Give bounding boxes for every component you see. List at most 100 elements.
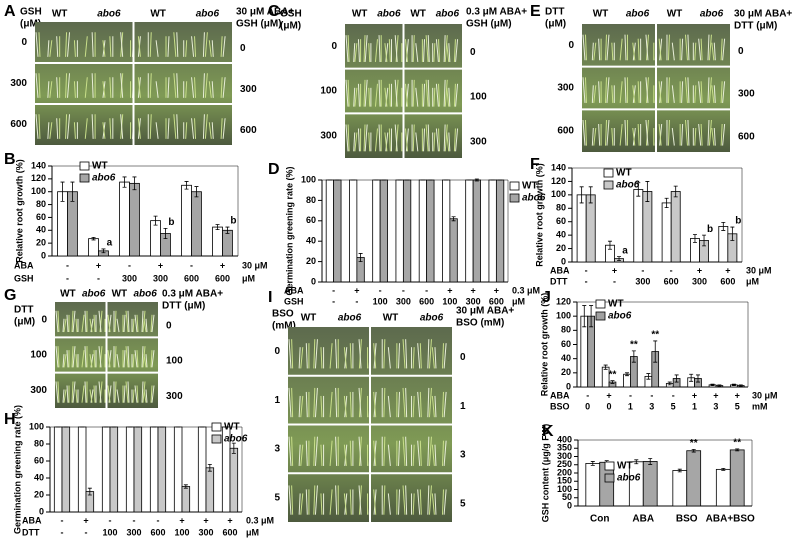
seedling [402, 339, 406, 369]
seedling [220, 36, 223, 57]
seedling [345, 79, 349, 107]
seedling [47, 122, 50, 139]
seedling [38, 114, 41, 139]
bar [488, 179, 497, 283]
seedling [81, 350, 85, 368]
seedling [443, 343, 447, 369]
seedling [606, 119, 610, 146]
seedling [433, 43, 436, 62]
seedling [345, 124, 349, 152]
panel-letter: C [268, 3, 280, 20]
seedling [120, 114, 124, 139]
bar [349, 179, 358, 283]
seedling [149, 114, 152, 139]
seedling [624, 77, 627, 103]
seedling [123, 314, 126, 333]
seedling [591, 42, 594, 61]
seedling [329, 489, 333, 515]
condition-value: 600 [222, 527, 237, 537]
column-label: WT [60, 289, 76, 300]
condition-value: + [227, 515, 232, 525]
panel-letter: A [4, 3, 16, 20]
treatment-title: GSH (μM) [466, 19, 512, 30]
seedling [57, 310, 60, 333]
seedling [373, 391, 377, 418]
y-tick-label: 80 [556, 203, 566, 213]
legend-label: WT [522, 181, 538, 192]
seedling [300, 395, 304, 418]
error-bar [691, 449, 696, 453]
seedling [645, 119, 649, 146]
condition-value: 3 [713, 401, 718, 411]
condition-value: 5 [671, 401, 676, 411]
y-tick-label: 20 [36, 238, 46, 248]
error-bar [664, 197, 669, 209]
column-label: abo6 [700, 9, 724, 20]
seedling [412, 35, 415, 62]
condition-value: + [612, 265, 617, 275]
bar [181, 184, 192, 257]
seedling [211, 122, 214, 139]
bar [125, 426, 135, 513]
seedling [398, 343, 401, 369]
condition-value: 0 [585, 401, 590, 411]
error-bar [60, 181, 65, 202]
seedling [645, 119, 649, 146]
seedling [67, 32, 71, 57]
seedling [441, 391, 444, 418]
legend-swatch [79, 161, 90, 171]
error-bar [474, 178, 479, 182]
seedling [35, 114, 39, 139]
row-label: 0 [166, 320, 172, 331]
seedling [211, 40, 214, 57]
y-tick-label: 60 [561, 339, 571, 349]
bar [197, 426, 207, 513]
y-tick-label: 350 [557, 443, 572, 453]
seedling [345, 35, 349, 63]
seedling [658, 123, 662, 146]
y-axis-title: Germination greening rate (%) [284, 166, 294, 295]
bar [333, 179, 342, 283]
y-tick-label: 80 [561, 325, 571, 335]
condition-value: 600 [184, 273, 199, 283]
condition-value: + [725, 265, 730, 275]
treatment-title: 30 μM ABA+ [734, 9, 792, 20]
seedling [708, 77, 712, 103]
seedling [405, 485, 408, 515]
seedling [116, 389, 120, 403]
condition-value: - [672, 390, 675, 400]
seedling [632, 42, 636, 61]
seedling [444, 79, 448, 107]
row-label: 0 [41, 314, 47, 325]
seedling [320, 493, 323, 515]
condition-value: - [379, 285, 382, 295]
seedling [57, 346, 60, 368]
seedling [305, 440, 308, 466]
legend-label: WT [616, 168, 632, 179]
bar [585, 194, 596, 263]
bar [149, 426, 159, 513]
seedling [373, 440, 377, 466]
seedling [298, 347, 301, 369]
seedling [425, 124, 429, 152]
seedling [378, 124, 381, 152]
seedling [305, 343, 308, 369]
seedling [427, 79, 430, 107]
seedling [81, 314, 85, 333]
column-label: WT [52, 9, 68, 20]
condition-value: - [425, 285, 428, 295]
seedling [63, 354, 67, 368]
seedling [313, 485, 316, 515]
seedling [176, 114, 179, 139]
seedling [455, 83, 459, 107]
bar [576, 194, 587, 263]
seedling [73, 81, 76, 98]
seedling [378, 35, 381, 62]
bar [212, 226, 223, 257]
y-tick-label: 100 [31, 186, 46, 196]
column-label: WT [301, 313, 317, 324]
row-title: GSH [280, 9, 302, 20]
error-bar [231, 442, 236, 454]
seedling [427, 124, 430, 152]
row-label: 300 [738, 89, 755, 100]
